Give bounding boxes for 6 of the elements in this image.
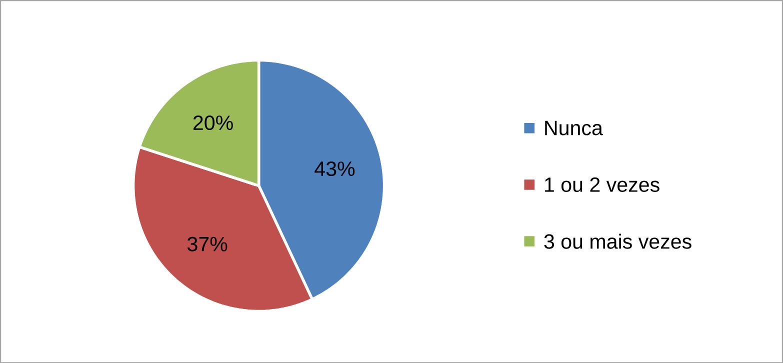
legend-label: 1 ou 2 vezes <box>545 177 660 192</box>
legend-label: 3 ou mais vezes <box>544 234 692 249</box>
legend-label: Nunca <box>545 120 603 136</box>
data-label: 43% <box>314 161 355 176</box>
data-label: 20% <box>193 115 233 130</box>
data-label: 37% <box>188 236 228 252</box>
